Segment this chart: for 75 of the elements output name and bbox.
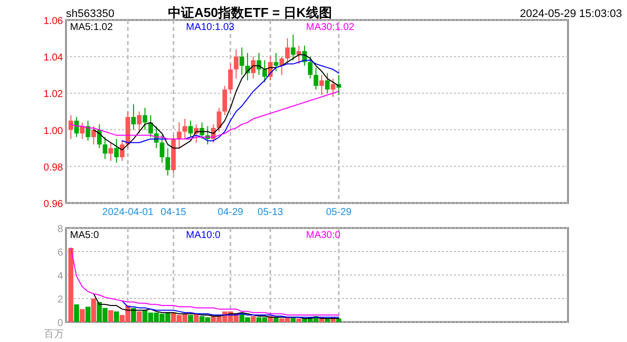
bar xyxy=(336,318,342,322)
chart-title: 中证A50指数ETF = 日K线图 xyxy=(168,5,332,20)
text: 2024-05-29 15:03:03 xyxy=(520,8,622,20)
candlestick xyxy=(114,138,119,164)
candlestick xyxy=(290,34,296,61)
candlestick xyxy=(200,122,204,140)
y-tick-label: 8 xyxy=(57,224,64,235)
y-tick-label: 0 xyxy=(57,318,64,329)
text: MA10:1.03 xyxy=(186,22,235,33)
candlestick xyxy=(160,134,164,164)
text: MA30:0 xyxy=(306,230,341,241)
candlestick xyxy=(136,111,142,134)
x-tick-label: 04-15 xyxy=(160,207,187,218)
bar xyxy=(250,316,256,322)
x-tick-label: 04-29 xyxy=(218,207,244,218)
y-tick-label: 1.00 xyxy=(44,126,64,137)
line-series xyxy=(70,247,340,316)
y-tick-label: 0.98 xyxy=(44,162,64,174)
bar xyxy=(80,309,85,322)
bar xyxy=(74,304,80,322)
line-series xyxy=(122,300,340,318)
x-tick-label: 05-13 xyxy=(258,207,284,218)
text: MA5:1.02 xyxy=(70,22,114,33)
candlestick xyxy=(319,74,324,96)
candlestick xyxy=(222,85,228,116)
y-tick-label: 6 xyxy=(57,248,64,258)
text: MA10:0 xyxy=(186,230,221,241)
candlestick xyxy=(274,52,278,72)
candlestick xyxy=(188,120,193,138)
candlestick xyxy=(308,56,313,80)
candlestick xyxy=(165,148,170,176)
bar xyxy=(194,314,199,322)
candlestick xyxy=(86,120,90,142)
candlestick xyxy=(74,116,79,138)
bar xyxy=(108,310,114,322)
candlestick xyxy=(142,107,148,130)
candlestick xyxy=(102,136,108,160)
y-tick-label: 1.06 xyxy=(44,16,64,27)
annotation: sh563350 xyxy=(66,8,114,20)
bar xyxy=(131,308,136,322)
y-tick-label: 4 xyxy=(57,271,64,282)
candlestick xyxy=(176,122,182,149)
bar xyxy=(136,311,142,322)
candlestick xyxy=(216,107,222,132)
y-tick-label: 1.02 xyxy=(44,89,64,100)
bar xyxy=(91,298,96,322)
candlestick xyxy=(314,67,318,90)
y-axis-title: 百万 xyxy=(44,329,64,340)
text: MA30:1.02 xyxy=(306,22,355,33)
candlestick xyxy=(240,46,244,76)
y-tick-label: 0.96 xyxy=(44,199,64,210)
line-series xyxy=(93,293,340,319)
bar xyxy=(188,314,194,322)
candlestick xyxy=(131,104,136,130)
candlestick xyxy=(228,63,233,94)
bar xyxy=(68,248,74,322)
candlestick xyxy=(325,72,330,94)
bar xyxy=(85,306,90,322)
candlestick xyxy=(234,48,238,80)
candlestick xyxy=(285,38,290,64)
candlestick xyxy=(68,114,74,140)
candlestick xyxy=(330,78,336,98)
bar xyxy=(296,318,302,322)
candlestick xyxy=(262,60,267,83)
candlestick xyxy=(108,142,114,162)
candlestick xyxy=(182,118,188,140)
candlestick xyxy=(296,45,302,64)
text: MA5:0 xyxy=(70,230,100,241)
y-tick-label: 2 xyxy=(57,294,64,306)
candlestick xyxy=(80,122,85,140)
bar xyxy=(114,311,119,322)
x-tick-label: 05-29 xyxy=(326,207,352,218)
y-tick-label: 1.04 xyxy=(44,52,64,64)
x-tick-label: 2024-04-01 xyxy=(102,207,154,218)
candlestick xyxy=(256,52,262,76)
